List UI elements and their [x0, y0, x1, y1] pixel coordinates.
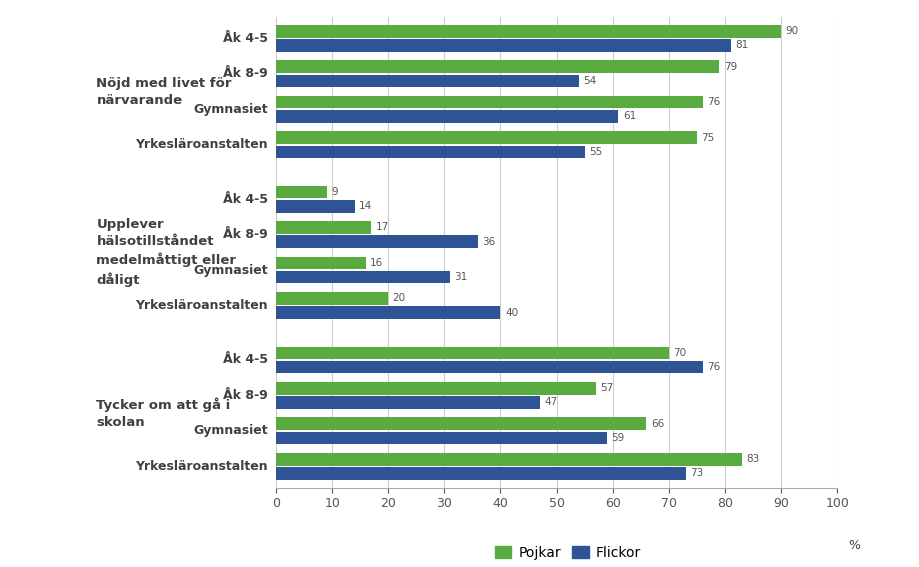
Text: Yrkesläroanstalten: Yrkesläroanstalten	[135, 299, 267, 312]
Text: 81: 81	[734, 40, 747, 50]
Text: Åk 8-9: Åk 8-9	[222, 228, 267, 241]
Text: 31: 31	[454, 272, 467, 282]
Text: 54: 54	[583, 76, 596, 86]
Text: Yrkesläroanstalten: Yrkesläroanstalten	[135, 138, 267, 151]
Text: 40: 40	[505, 308, 517, 318]
Text: Åk 8-9: Åk 8-9	[222, 67, 267, 81]
Bar	[276, 271, 449, 284]
Bar	[276, 235, 478, 248]
Text: 59: 59	[611, 433, 624, 443]
Text: 47: 47	[544, 397, 557, 408]
Bar	[276, 132, 697, 144]
Text: 90: 90	[785, 26, 798, 36]
Text: Gymnasiet: Gymnasiet	[193, 424, 267, 437]
Legend: Pojkar, Flickor: Pojkar, Flickor	[489, 540, 646, 565]
Text: 14: 14	[358, 201, 372, 211]
Bar	[276, 186, 326, 198]
Bar	[276, 467, 685, 480]
Text: 36: 36	[482, 236, 495, 247]
Bar	[276, 453, 741, 466]
Text: Åk 4-5: Åk 4-5	[222, 193, 267, 206]
Bar	[276, 382, 596, 395]
Bar	[276, 431, 607, 445]
Text: Yrkesläroanstalten: Yrkesläroanstalten	[135, 460, 267, 473]
Bar	[276, 25, 780, 37]
Bar	[276, 417, 646, 430]
Bar	[276, 60, 719, 73]
Text: 16: 16	[369, 258, 383, 268]
Text: 66: 66	[650, 419, 664, 429]
Text: 73: 73	[689, 468, 703, 479]
Text: 76: 76	[706, 362, 720, 372]
Bar	[276, 221, 371, 234]
Text: Åk 8-9: Åk 8-9	[222, 389, 267, 402]
Text: Åk 4-5: Åk 4-5	[222, 353, 267, 366]
Bar	[276, 39, 730, 52]
Bar	[276, 306, 500, 319]
Bar	[276, 361, 702, 373]
Text: Gymnasiet: Gymnasiet	[193, 264, 267, 277]
Text: 83: 83	[745, 454, 759, 464]
Text: Gymnasiet: Gymnasiet	[193, 103, 267, 116]
Bar	[276, 96, 702, 108]
Text: %: %	[847, 539, 859, 552]
Text: 75: 75	[700, 133, 714, 143]
Text: 79: 79	[723, 62, 736, 71]
Bar	[276, 146, 584, 158]
Text: 9: 9	[331, 187, 337, 197]
Bar	[276, 396, 539, 409]
Text: 57: 57	[600, 383, 613, 393]
Text: Åk 4-5: Åk 4-5	[222, 32, 267, 45]
Text: 70: 70	[673, 348, 686, 358]
Text: 20: 20	[392, 294, 405, 303]
Bar	[276, 292, 388, 304]
Bar	[276, 257, 366, 269]
Text: Nöjd med livet för
närvarande: Nöjd med livet för närvarande	[96, 77, 232, 107]
Bar	[276, 110, 618, 122]
Text: Tycker om att gå i
skolan: Tycker om att gå i skolan	[96, 397, 231, 429]
Text: 76: 76	[706, 97, 720, 107]
Bar	[276, 200, 354, 213]
Text: 55: 55	[588, 147, 602, 157]
Text: 61: 61	[622, 111, 635, 121]
Text: 17: 17	[376, 222, 389, 232]
Bar	[276, 346, 668, 359]
Bar	[276, 74, 578, 87]
Text: Upplever
hälsotillståndet
medelmåttigt eller
dåligt: Upplever hälsotillståndet medelmåttigt e…	[96, 218, 236, 286]
